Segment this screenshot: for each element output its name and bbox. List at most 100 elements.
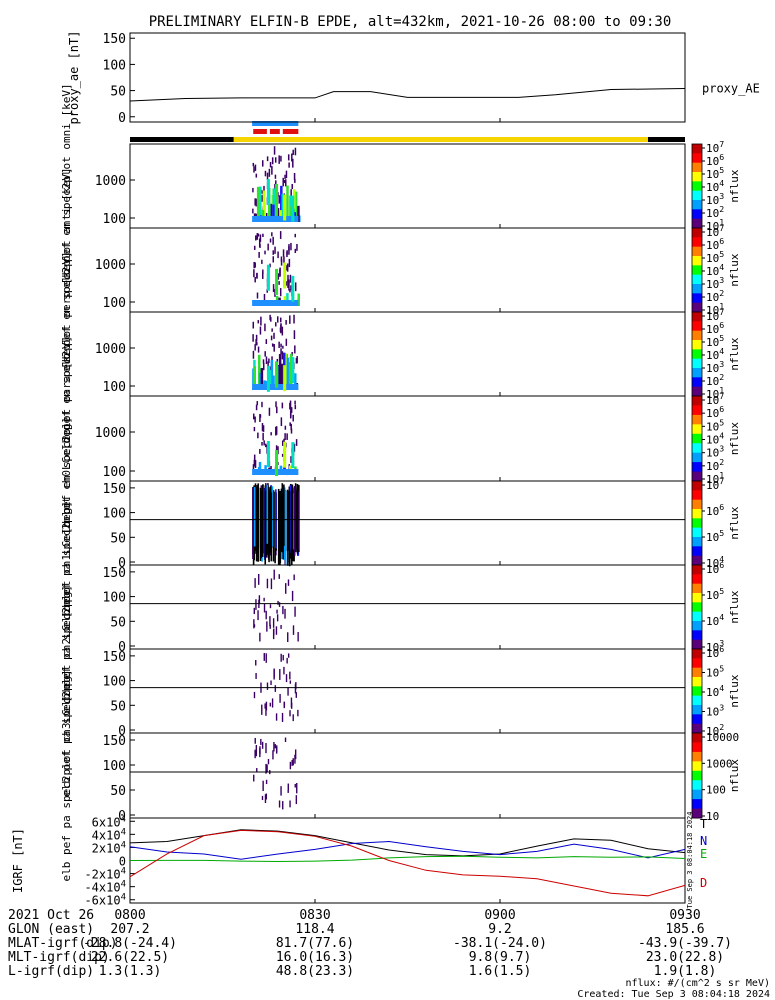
ephemeris-value: 22.6(22.5) [91, 950, 169, 965]
y-tick-label: 1000 [95, 342, 126, 357]
spectrogram-column [277, 364, 281, 390]
spectrogram-column [274, 685, 277, 692]
ephemeris-value: 48.8(23.3) [276, 964, 354, 979]
colorbar-segment [692, 705, 702, 715]
spectrogram-speck [270, 335, 273, 341]
colorbar-segment [692, 574, 702, 585]
spectrogram-frame [129, 395, 686, 482]
spectrogram-column [280, 363, 284, 390]
spectrogram-column [275, 361, 279, 388]
spectrogram-column [292, 492, 295, 550]
colorbar-tick-label: 105 [706, 528, 724, 544]
spectrogram-speck [274, 246, 276, 254]
spectrogram-column [291, 357, 295, 384]
spectrogram-column [259, 487, 262, 562]
science-zone-segment [282, 129, 299, 134]
colorbar-segment [692, 602, 702, 613]
spectrogram-column [284, 490, 287, 566]
colorbar-tick-label: 106 [706, 560, 724, 576]
colorbar-segment [692, 246, 702, 257]
spectrogram-column [294, 754, 296, 764]
spectrogram-speck [266, 172, 269, 181]
spectrogram-speck [294, 404, 297, 410]
ephemeris-value: 1.6(1.5) [469, 964, 532, 979]
spectrogram-speck [269, 263, 271, 268]
spectrogram-speck [256, 233, 259, 240]
colorbar-segment [692, 256, 702, 266]
spectrogram-speck [252, 208, 254, 214]
date-label: 2021 Oct 26 [8, 908, 94, 923]
spectrogram-speck [290, 408, 292, 418]
spectrogram-column [286, 657, 288, 664]
spectrogram-speck [269, 161, 272, 168]
spectrogram-speck [281, 351, 284, 360]
colorbar-segment [692, 284, 702, 294]
colorbar-segment [692, 424, 702, 435]
state-bar-sunlit [233, 137, 648, 142]
spectrogram-column [277, 600, 279, 605]
spectrogram-column [290, 702, 293, 709]
colorbar-label: nflux [728, 674, 741, 707]
spectrogram-column [263, 597, 265, 602]
spectrogram-column [265, 793, 268, 800]
spectrogram-column [269, 616, 271, 627]
colorbar-tick-label: 105 [706, 417, 724, 433]
colorbar-segment [692, 499, 702, 510]
created-note: Created: Tue Sep 3 08:04:18 2024 [577, 989, 770, 1000]
spectrogram-speck [256, 273, 258, 279]
spectrogram-speck [293, 443, 296, 452]
spectrogram-speck [285, 281, 288, 286]
spectrogram-speck [254, 344, 256, 351]
spectrogram-speck [279, 269, 281, 277]
spectrogram-column [283, 441, 287, 468]
spectrogram-column [261, 490, 263, 547]
spectrogram-column [291, 275, 295, 302]
spectrogram-speck [289, 289, 291, 293]
y-axis-label: elb pef en spec2plot perp [keV] [60, 251, 73, 456]
colorbar-label: nflux [728, 422, 741, 455]
spectrogram-speck [294, 178, 296, 183]
y-tick-label: 0 [118, 111, 126, 126]
colorbar-segment [692, 593, 702, 603]
ephemeris-value: -43.9(-39.7) [638, 936, 732, 951]
spectrogram-column [283, 262, 287, 289]
spectrogram-speck [275, 401, 277, 408]
spectrogram-column [271, 698, 274, 708]
ephemeris-value: 9.8(9.7) [469, 950, 532, 965]
colorbar-segment [692, 677, 702, 687]
spectrogram-frame [129, 311, 686, 397]
spectrogram-speck [284, 433, 286, 440]
spectrogram-speck [276, 406, 278, 414]
spectrogram-column [253, 607, 255, 615]
colorbar-segment [692, 780, 702, 791]
spectrogram-speck [285, 265, 287, 271]
ephemeris-value: 81.7(77.6) [276, 936, 354, 951]
colorbar [691, 732, 705, 819]
spectrogram-speck [289, 422, 291, 427]
spectrogram-speck [255, 235, 257, 241]
colorbar-segment [692, 218, 702, 229]
spectrogram-column [265, 610, 267, 620]
spectrogram-speck [262, 272, 264, 279]
colorbar-tick-label: 102 [706, 722, 724, 738]
spectrogram-column [283, 365, 287, 392]
colorbar-segment [692, 462, 702, 473]
spectrogram-speck [288, 162, 290, 168]
colorbar-tick-label: 101 [706, 470, 724, 486]
y-axis-label: proxy_ae [nT] [67, 31, 81, 125]
spectrogram-column [269, 702, 272, 707]
spectrogram-speck [288, 258, 291, 268]
y-tick-label: 0 [118, 556, 126, 571]
spectrogram-column [258, 461, 262, 475]
spectrogram-speck [262, 362, 265, 371]
spectrogram-column [283, 484, 285, 546]
spectrogram-column [294, 373, 297, 390]
spectrogram-panel [252, 146, 301, 222]
y-tick-label: -2x104 [84, 867, 126, 882]
colorbar-label: nflux [728, 253, 741, 286]
ephemeris-value: 9.2 [488, 922, 511, 937]
colorbar-segment [692, 237, 702, 248]
colorbar-tick-label: 105 [706, 333, 724, 349]
y-tick-label: 100 [103, 212, 126, 227]
